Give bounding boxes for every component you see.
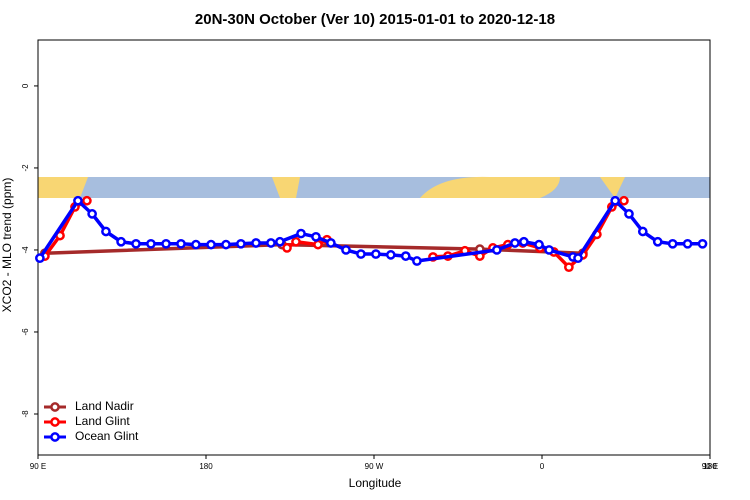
point bbox=[534, 239, 544, 250]
point bbox=[400, 251, 411, 261]
y-tick-label: -2 bbox=[21, 164, 30, 172]
y-tick-label: -8 bbox=[21, 410, 30, 418]
series-line bbox=[44, 242, 583, 255]
y-axis-title: XCO2 - MLO trend (ppm) bbox=[0, 178, 14, 313]
x-tick-label: 0 bbox=[540, 462, 545, 471]
legend-label: Land Nadir bbox=[75, 399, 134, 413]
point bbox=[564, 262, 574, 273]
point bbox=[682, 238, 693, 249]
point bbox=[412, 256, 422, 266]
point bbox=[101, 226, 111, 237]
x-tick-label: 90 E bbox=[702, 462, 718, 471]
x-tick-label: 90 E bbox=[30, 462, 46, 471]
legend-label: Ocean Glint bbox=[75, 429, 139, 443]
point bbox=[291, 236, 301, 247]
point bbox=[697, 238, 708, 249]
series-line bbox=[43, 199, 625, 269]
x-tick-label: 90 W bbox=[365, 462, 384, 471]
point bbox=[87, 209, 97, 219]
point bbox=[510, 238, 520, 248]
legend-marker bbox=[50, 432, 60, 442]
point bbox=[371, 249, 381, 259]
point bbox=[544, 245, 554, 255]
point bbox=[296, 228, 306, 239]
map-strip bbox=[38, 176, 710, 198]
point bbox=[221, 239, 231, 250]
point bbox=[206, 239, 216, 250]
legend-marker bbox=[50, 417, 60, 427]
point bbox=[519, 236, 529, 247]
point bbox=[610, 195, 621, 206]
point bbox=[251, 238, 261, 248]
point bbox=[35, 253, 45, 264]
y-tick-label: 0 bbox=[21, 83, 30, 88]
point bbox=[176, 238, 186, 249]
x-axis-title: Longitude bbox=[349, 476, 402, 490]
point bbox=[275, 236, 285, 247]
chart-title: 20N-30N October (Ver 10) 2015-01-01 to 2… bbox=[195, 11, 555, 28]
point bbox=[491, 245, 502, 255]
legend-marker bbox=[50, 402, 60, 412]
point bbox=[236, 238, 246, 249]
point bbox=[266, 238, 276, 248]
point bbox=[73, 195, 83, 206]
point bbox=[619, 195, 629, 206]
point bbox=[146, 238, 156, 249]
point bbox=[131, 238, 141, 249]
series-line bbox=[38, 199, 703, 263]
point bbox=[637, 226, 648, 237]
point bbox=[311, 231, 321, 242]
point bbox=[282, 243, 292, 253]
point bbox=[624, 209, 634, 219]
point bbox=[356, 249, 366, 259]
point bbox=[667, 238, 678, 249]
y-tick-label: -6 bbox=[21, 328, 30, 336]
point bbox=[82, 195, 92, 206]
point bbox=[385, 250, 396, 260]
point bbox=[116, 236, 126, 247]
x-tick-label: 180 bbox=[199, 462, 213, 471]
point bbox=[313, 239, 323, 250]
legend-label: Land Glint bbox=[75, 414, 130, 428]
point bbox=[341, 245, 351, 255]
x-tick-label: 180 bbox=[703, 462, 717, 471]
point bbox=[161, 238, 171, 249]
point bbox=[191, 239, 201, 250]
y-tick-label: -4 bbox=[21, 246, 30, 254]
point bbox=[326, 238, 336, 248]
point bbox=[573, 253, 583, 264]
point bbox=[652, 236, 663, 247]
